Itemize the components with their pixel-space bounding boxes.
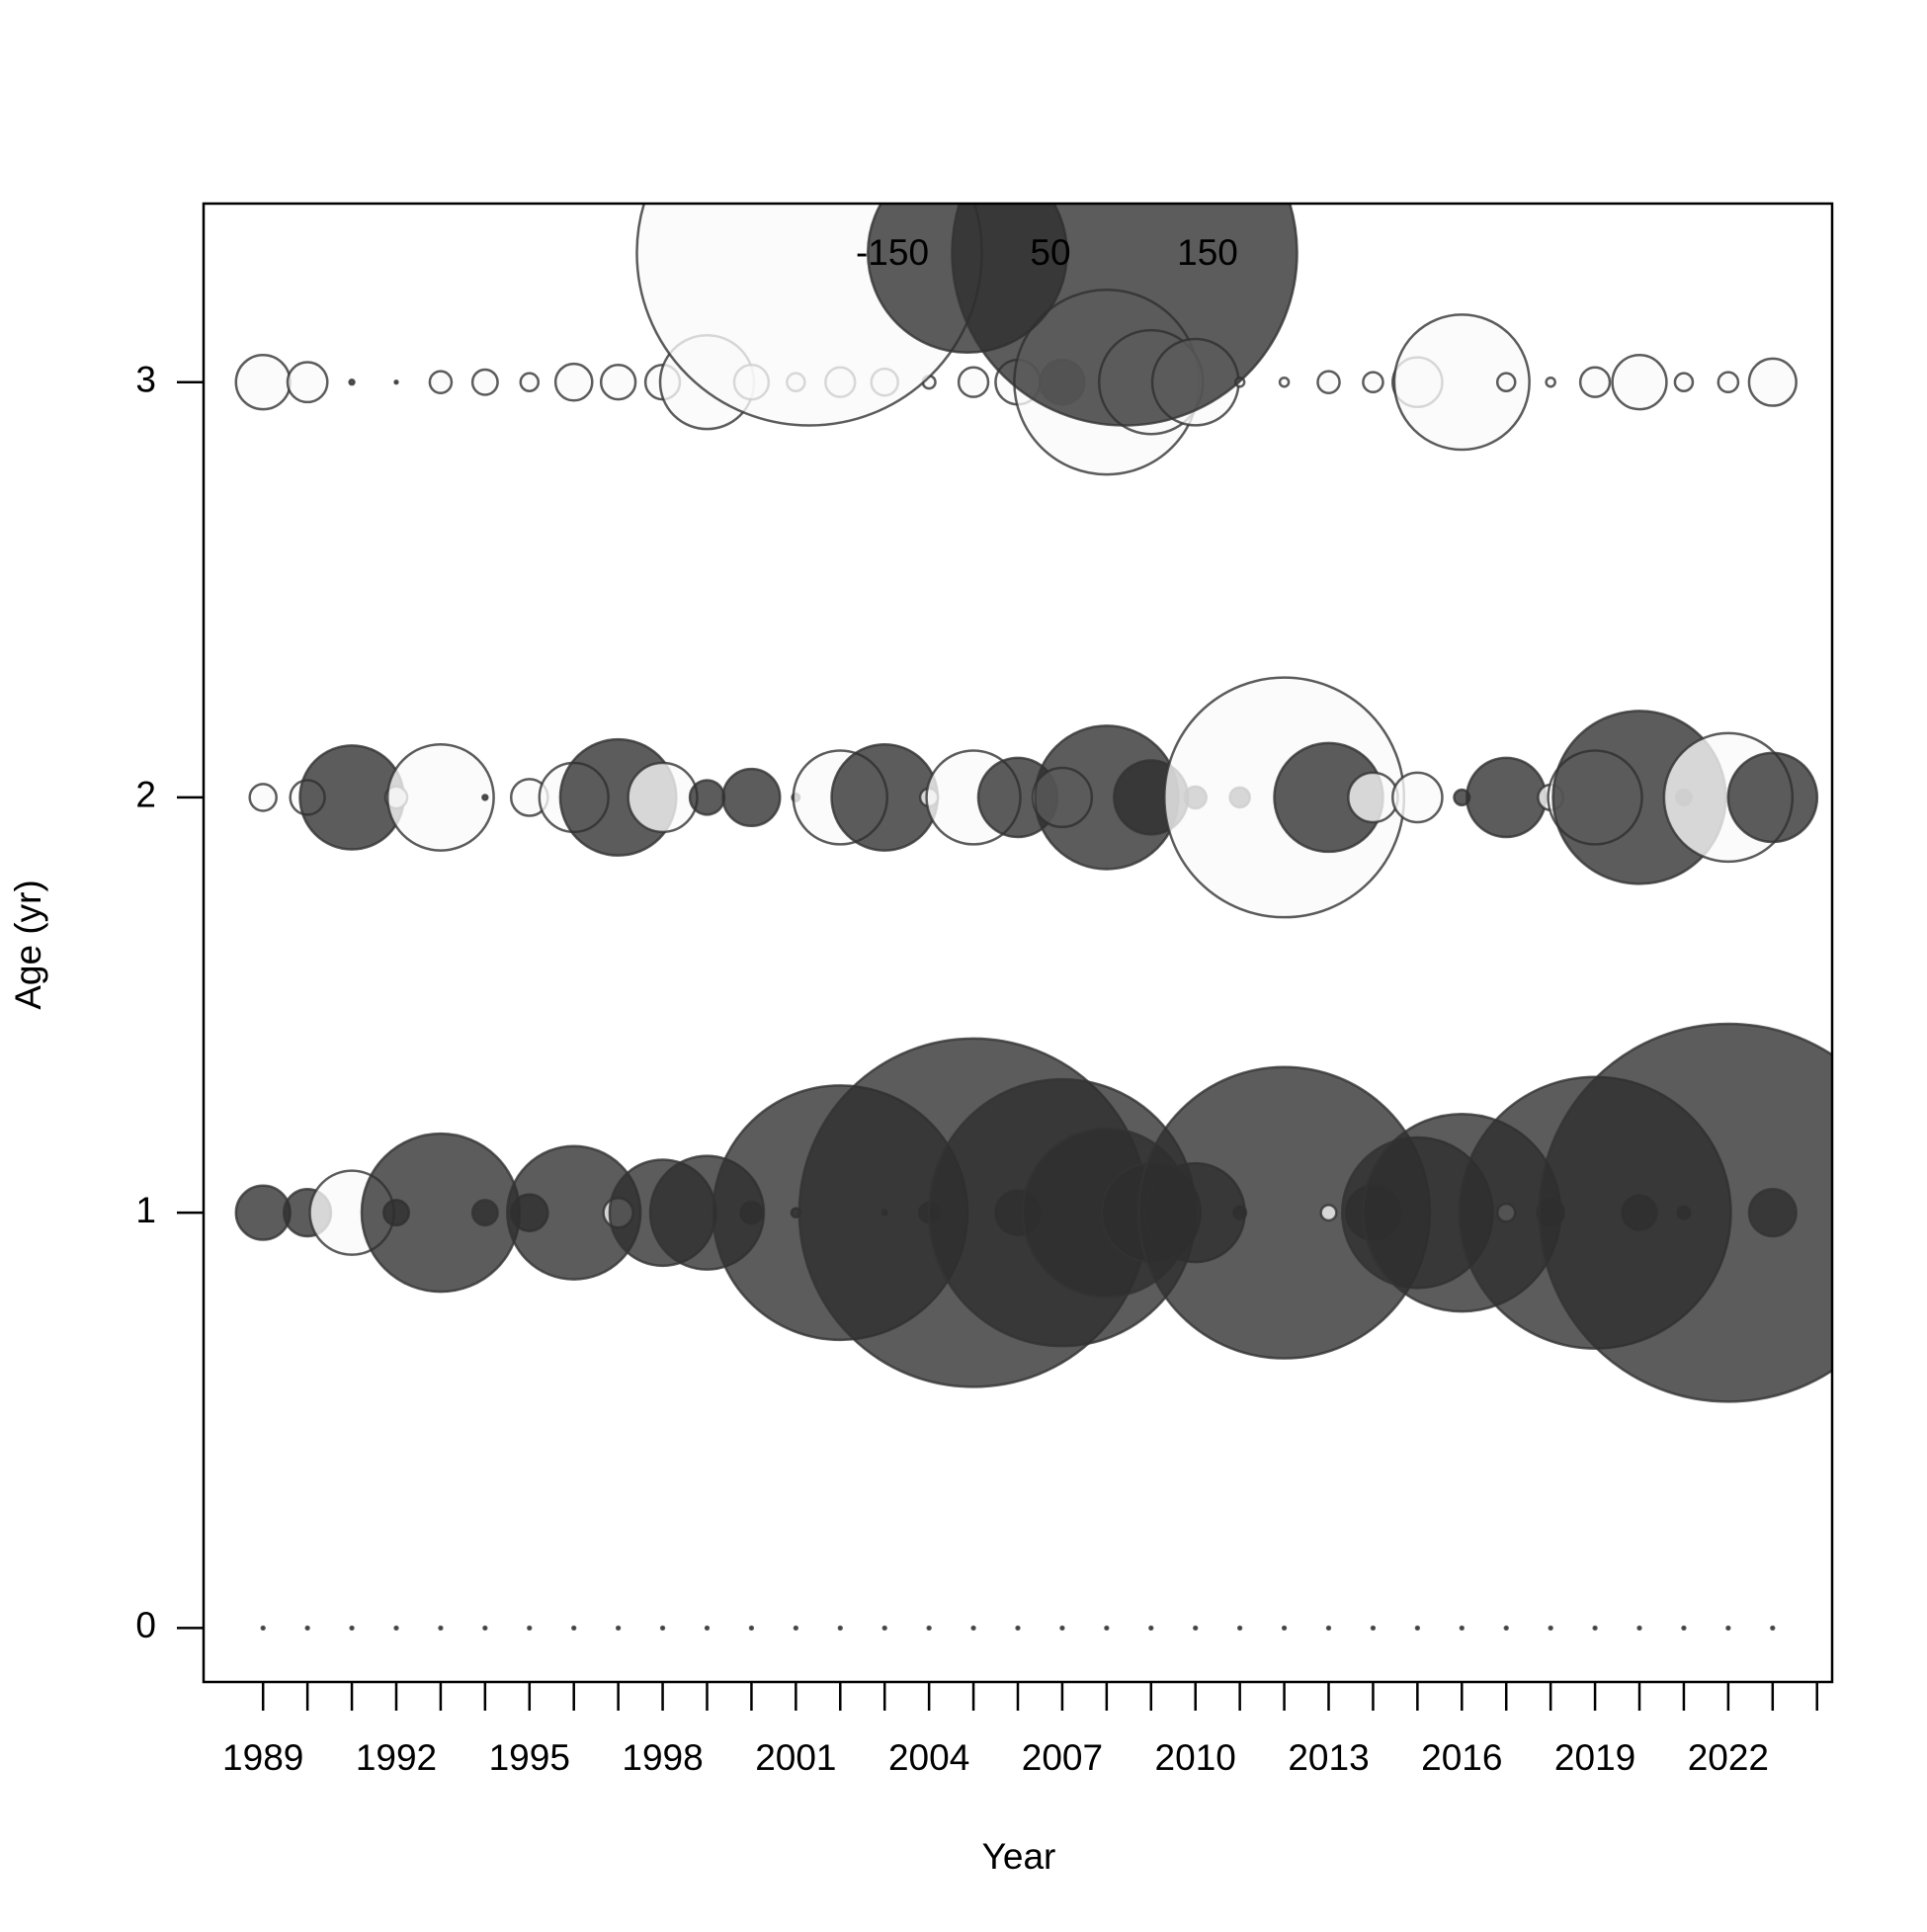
x-tick-label: 1992: [356, 1737, 437, 1778]
bubble: [519, 372, 541, 392]
bubble: [721, 767, 782, 828]
bubble: [688, 779, 726, 816]
bubble: [234, 1184, 292, 1241]
bubble: [1459, 1625, 1465, 1632]
bubble: [481, 794, 489, 801]
bubble: [1770, 1625, 1776, 1632]
bubble: [1104, 1625, 1110, 1632]
bubble: [1495, 372, 1517, 392]
bubble: [1725, 1625, 1731, 1632]
plot-area: [234, 204, 1832, 1632]
bubble: [1717, 371, 1740, 394]
bubble: [837, 1625, 843, 1632]
y-tick-label: 0: [135, 1605, 156, 1645]
x-tick-label: 1995: [489, 1737, 570, 1778]
y-axis-title: Age (yr): [8, 880, 48, 1010]
x-tick-label: 2022: [1688, 1737, 1769, 1778]
bubble: [393, 1625, 399, 1632]
bubble: [1059, 1625, 1065, 1632]
bubble: [1391, 771, 1444, 824]
legend-label: -150: [856, 232, 929, 273]
legend-bubble: [951, 204, 1299, 427]
bubble: [348, 378, 356, 386]
x-tick-label: 1998: [622, 1737, 703, 1778]
bubble: [234, 354, 292, 411]
bubble: [627, 761, 699, 834]
bubble: [438, 1625, 444, 1632]
bubble: [571, 1625, 577, 1632]
bubble: [1148, 1625, 1154, 1632]
bubble: [304, 1625, 310, 1632]
bubble: [385, 742, 495, 852]
bubble: [1636, 1625, 1642, 1632]
bubble: [1592, 1625, 1598, 1632]
bubble: [470, 368, 499, 396]
bubble: [1726, 751, 1819, 844]
bubble: [704, 1625, 711, 1632]
bubble: [1392, 313, 1531, 452]
bubble: [1193, 1625, 1199, 1632]
bubble: [1548, 1625, 1553, 1632]
bubble: [286, 361, 329, 404]
y-tick-label: 3: [135, 359, 156, 399]
bubble: [970, 1625, 976, 1632]
bubble: [1673, 372, 1695, 392]
bubble: [659, 1625, 666, 1632]
bubble: [1319, 1204, 1338, 1222]
bubble: [1611, 354, 1668, 411]
bubble: [1465, 756, 1548, 839]
bubble: [527, 1625, 533, 1632]
bubble: [248, 783, 278, 812]
x-axis-title: Year: [982, 1836, 1056, 1877]
bubble: [957, 366, 990, 398]
bubble: [1278, 376, 1291, 388]
x-tick-label: 2010: [1155, 1737, 1236, 1778]
bubble: [1414, 1625, 1421, 1632]
bubble: [482, 1625, 488, 1632]
legend-label: 150: [1177, 232, 1238, 273]
bubble: [553, 362, 594, 402]
x-tick-label: 2007: [1022, 1737, 1103, 1778]
bubble: [599, 363, 637, 401]
plot-frame: [202, 202, 1834, 1684]
bubble: [260, 1625, 266, 1632]
bubble: [1503, 1625, 1509, 1632]
bubble: [1370, 1625, 1377, 1632]
bubble: [1747, 1188, 1798, 1238]
bubble: [1015, 1625, 1021, 1632]
bubble: [349, 1625, 355, 1632]
bubble: [1325, 1625, 1332, 1632]
bubble: [1316, 370, 1341, 394]
bubble: [926, 1625, 932, 1632]
bubble: [470, 1199, 499, 1227]
x-tick-label: 2013: [1288, 1737, 1369, 1778]
bubble: [1362, 371, 1384, 394]
bubble: [1538, 1022, 1832, 1403]
x-tick-label: 1989: [222, 1737, 303, 1778]
bubble: [1347, 771, 1399, 824]
x-tick-label: 2001: [755, 1737, 836, 1778]
bubble: [393, 379, 399, 385]
legend-label: 50: [1030, 232, 1070, 273]
y-tick-label: 1: [135, 1190, 156, 1230]
bubble: [1236, 1625, 1243, 1632]
bubble: [1681, 1625, 1687, 1632]
y-tick-label: 2: [135, 775, 156, 815]
bubble: [793, 1625, 799, 1632]
bubble: [428, 370, 454, 394]
bubble: [1578, 366, 1612, 398]
bubble: [748, 1625, 755, 1632]
bubble: [881, 1625, 887, 1632]
x-tick-label: 2004: [888, 1737, 969, 1778]
bubble: [1747, 357, 1798, 407]
bubble: [615, 1625, 622, 1632]
bubble: [1545, 376, 1556, 388]
bubble: [1281, 1625, 1288, 1632]
x-tick-label: 2019: [1554, 1737, 1635, 1778]
x-tick-label: 2016: [1421, 1737, 1502, 1778]
